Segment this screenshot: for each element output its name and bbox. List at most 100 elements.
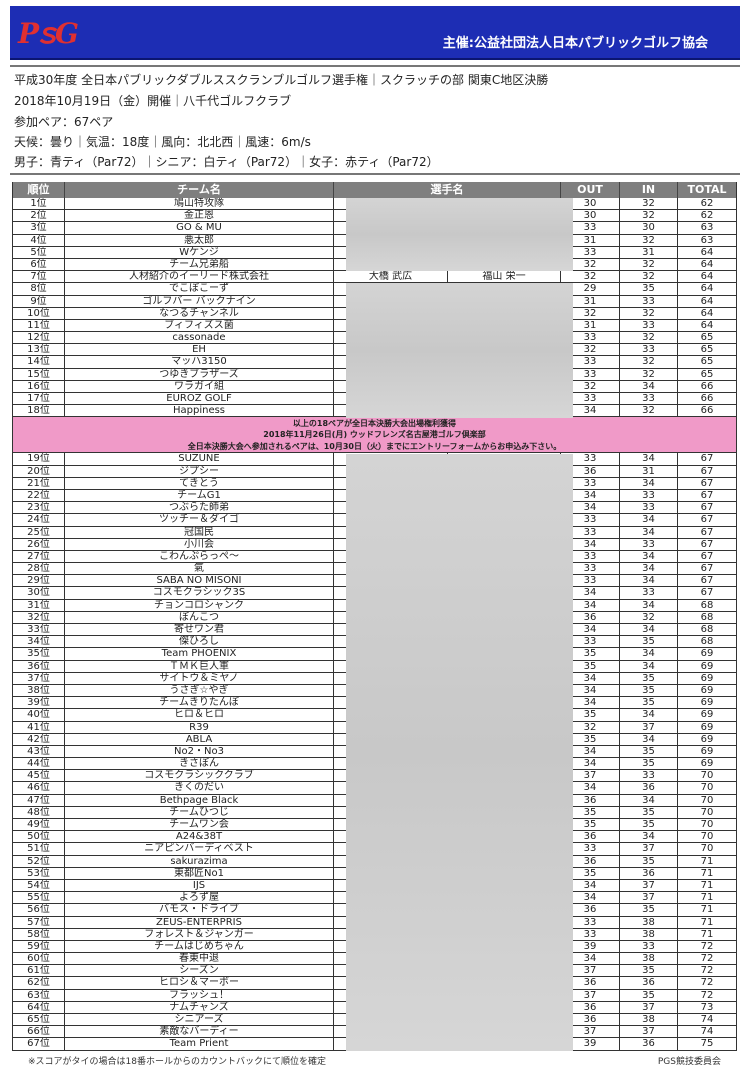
team-name-cell: R39 — [65, 721, 334, 733]
table-row: 50位 A24&38T 36 34 70 — [13, 831, 736, 844]
team-name-cell: Bethpage Black — [65, 794, 334, 806]
player-name-cell — [334, 940, 448, 953]
table-row: 33位 寄せワン君 34 34 68 — [13, 624, 736, 637]
team-name-cell: 氣 — [65, 563, 334, 575]
total-score-cell: 68 — [700, 611, 714, 623]
team-name-cell: チーム兄弟船 — [65, 258, 334, 271]
in-score-cell: 31 — [620, 465, 678, 477]
rank-cell: 28位 — [13, 563, 65, 575]
total-score-cell: 70 — [700, 806, 714, 818]
out-score-cell: 33 — [561, 843, 620, 855]
player-name-cell — [448, 904, 561, 916]
player-name-cell — [334, 489, 448, 502]
total-score-cell: 63 — [700, 234, 714, 246]
out-score-cell: 34 — [561, 599, 620, 611]
player-name-cell — [448, 611, 561, 623]
team-name-cell: Wケンジ — [65, 246, 334, 258]
team-name-cell: フォレスト＆ジャンガー — [65, 928, 334, 940]
team-name-cell: ZEUS-ENTERPRIS — [65, 916, 334, 928]
team-name-cell: 寄せワン君 — [65, 624, 334, 636]
player-name-cell — [334, 222, 448, 234]
pgs-logo: PｓG — [18, 17, 79, 50]
out-score-cell: 33 — [561, 526, 620, 538]
total-score-cell: 66 — [700, 393, 714, 404]
total-score-cell: 70 — [700, 782, 714, 794]
table-row: 4位 悪太郎 31 32 63 — [13, 234, 736, 247]
rank-cell: 37位 — [13, 672, 65, 684]
out-score-cell: 34 — [561, 502, 620, 514]
total-score-cell: 70 — [700, 831, 714, 843]
player-name-cell — [448, 222, 561, 234]
total-score-cell: 64 — [700, 258, 714, 270]
player-name-cell — [448, 526, 561, 538]
table-row: 62位 ヒロシ＆マーボー 36 36 72 — [13, 977, 736, 990]
player-name-cell — [334, 904, 448, 916]
player-name-cell — [334, 307, 448, 319]
team-name-cell: きさぽん — [65, 758, 334, 770]
team-name-cell: 傑ひろし — [65, 636, 334, 648]
rank-cell: 17位 — [13, 393, 65, 405]
total-score-cell: 68 — [700, 636, 714, 648]
total-score-cell: 71 — [700, 916, 714, 928]
out-score-cell: 35 — [561, 867, 620, 879]
team-name-cell: EH — [65, 344, 334, 356]
rank-cell: 8位 — [13, 283, 65, 295]
rank-cell: 36位 — [13, 660, 65, 672]
team-name-cell: SUZUNE — [65, 453, 334, 465]
total-score-cell: 64 — [700, 283, 714, 295]
out-score-cell: 34 — [561, 405, 620, 417]
player-name-cell — [448, 1038, 561, 1050]
rank-cell: 41位 — [13, 721, 65, 733]
player-name-cell — [448, 892, 561, 904]
rank-cell: 66位 — [13, 1026, 65, 1038]
player-name-cell — [448, 977, 561, 989]
table-row: 38位 うさぎ☆やぎ 34 35 69 — [13, 684, 736, 698]
team-name-cell: ABLA — [65, 733, 334, 745]
out-score-cell: 32 — [561, 258, 620, 271]
total-score-cell: 67 — [700, 563, 714, 575]
table-row: 13位 EH 32 33 65 — [13, 344, 736, 357]
in-score-cell: 34 — [620, 563, 678, 575]
in-score-cell: 35 — [620, 745, 678, 758]
player-name-cell — [334, 514, 448, 526]
table-row: 59位 チームはじめちゃん 39 33 72 — [13, 940, 736, 954]
total-score-cell: 64 — [700, 319, 714, 331]
player-name-cell — [334, 295, 448, 307]
player-name-cell — [334, 953, 448, 965]
player-name-cell — [448, 563, 561, 575]
rank-cell: 21位 — [13, 477, 65, 489]
player-name-cell — [448, 319, 561, 332]
out-score-cell: 33 — [561, 453, 620, 465]
in-score-cell: 36 — [620, 867, 678, 879]
table-row: 18位 Happiness 34 32 66 — [13, 405, 736, 418]
total-score-cell: 75 — [700, 1038, 714, 1050]
rank-cell: 27位 — [13, 550, 65, 563]
player-name-cell — [448, 489, 561, 502]
table-row: 45位 コスモクラシッククラブ 37 33 70 — [13, 770, 736, 783]
table-row: 61位 シーズン 37 35 72 — [13, 965, 736, 978]
team-name-cell: ゴルフバー バックナイン — [65, 295, 334, 307]
out-score-cell: 39 — [561, 1038, 620, 1050]
rank-cell: 49位 — [13, 819, 65, 831]
player-name-cell — [334, 563, 448, 575]
footer: ※スコアがタイの場合は18番ホールからのカウントバックにて順位を確定 PGS競技… — [12, 1051, 737, 1068]
player-name-cell — [334, 697, 448, 709]
rank-cell: 18位 — [13, 405, 65, 417]
player-name-cell — [334, 405, 448, 417]
player-name-cell — [448, 1001, 561, 1013]
player-name-cell — [334, 368, 448, 380]
in-score-cell: 34 — [620, 733, 678, 745]
out-score-cell: 36 — [561, 794, 620, 806]
player-name-cell — [448, 210, 561, 222]
table-row: 57位 ZEUS-ENTERPRIS 33 38 71 — [13, 916, 736, 929]
player-name-cell — [448, 660, 561, 672]
total-score-cell: 70 — [700, 843, 714, 855]
total-score-cell: 64 — [700, 271, 714, 283]
out-score-cell: 32 — [561, 344, 620, 356]
in-score-cell: 35 — [620, 684, 678, 697]
table-row: 65位 シニアーズ 36 38 74 — [13, 1014, 736, 1027]
player-name-cell — [334, 319, 448, 332]
rank-cell: 24位 — [13, 514, 65, 526]
player-name-cell — [448, 648, 561, 660]
total-score-cell: 64 — [700, 246, 714, 258]
